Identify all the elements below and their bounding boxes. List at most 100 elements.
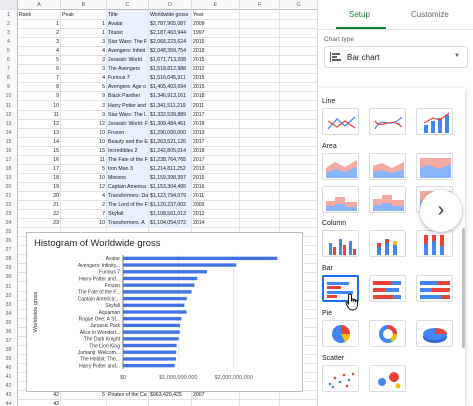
cell-d[interactable]: $2,048,359,754 <box>149 46 192 57</box>
cell-f[interactable] <box>240 390 280 401</box>
row-number[interactable]: 39 <box>0 353 18 364</box>
bar-chart-option-selected[interactable] <box>322 275 359 302</box>
cell-c[interactable]: The Avengers <box>107 64 149 75</box>
cell-f[interactable] <box>240 172 280 183</box>
cell-c[interactable]: Frozen <box>107 127 149 138</box>
cell-b[interactable]: 1 <box>61 19 107 30</box>
cell-f[interactable] <box>240 218 280 229</box>
bubble-chart-option[interactable] <box>369 365 406 392</box>
cell-f[interactable] <box>240 145 280 156</box>
cell-b[interactable]: 5 <box>61 82 107 93</box>
full-stacked-column-chart-option[interactable] <box>416 230 453 257</box>
cell-c[interactable]: Jurassic World <box>107 55 149 66</box>
row-number[interactable]: 2 <box>0 19 18 30</box>
cell-e[interactable]: 2018 <box>192 118 240 129</box>
cell-f[interactable] <box>240 109 280 120</box>
column-header-b[interactable]: B <box>61 0 107 10</box>
cell-c[interactable]: Pirates of the Ca <box>107 390 149 401</box>
cell-e[interactable]: 2012 <box>192 209 240 220</box>
cell-d[interactable]: $1,516,045,911 <box>149 73 192 84</box>
cell-f[interactable] <box>240 399 280 406</box>
cell-b[interactable]: 3 <box>61 37 107 48</box>
cell-c[interactable]: Incredibles 2 <box>107 145 149 156</box>
cell-f[interactable] <box>240 181 280 192</box>
cell-f[interactable] <box>240 82 280 93</box>
cell-a[interactable]: 19 <box>18 181 61 192</box>
cell-c[interactable]: Transformers: Da <box>107 191 149 201</box>
combo-chart-option[interactable] <box>416 108 453 135</box>
cell-a[interactable]: 2 <box>18 28 61 39</box>
row-number[interactable]: 41 <box>0 372 18 382</box>
cell-a[interactable]: 20 <box>18 191 61 201</box>
cell-b[interactable]: 10 <box>61 136 107 147</box>
cell-d[interactable]: $1,120,237,002 <box>149 200 192 211</box>
row-number[interactable]: 33 <box>0 299 18 310</box>
cell-c[interactable]: The Fate of the F <box>107 154 149 165</box>
stacked-stepped-area-chart-option[interactable] <box>369 186 406 213</box>
cell-d[interactable]: $1,346,913,161 <box>149 91 192 102</box>
row-number[interactable]: 43 <box>0 390 18 401</box>
cell-e[interactable]: 2015 <box>192 73 240 84</box>
cell-e[interactable]: 2015 <box>192 37 240 48</box>
full-stacked-bar-chart-option[interactable] <box>416 275 453 302</box>
cell-d[interactable]: $1,214,811,252 <box>149 163 192 174</box>
row-number[interactable]: 36 <box>0 326 18 337</box>
row-number[interactable]: 38 <box>0 344 18 355</box>
cell-d[interactable]: $1,518,812,988 <box>149 64 192 75</box>
cell-c[interactable]: Iron Man 3 <box>107 163 149 174</box>
histogram-chart[interactable]: Histogram of Worldwide gross $0 $1,000,00… <box>26 232 303 392</box>
stacked-column-chart-option[interactable] <box>369 230 406 257</box>
cell-b[interactable]: 7 <box>61 209 107 220</box>
cell-b[interactable]: 9 <box>61 91 107 102</box>
cell-b[interactable]: 3 <box>61 55 107 66</box>
full-stacked-area-chart-option[interactable] <box>416 153 453 180</box>
cell-e[interactable]: 2015 <box>192 82 240 93</box>
row-number[interactable]: 7 <box>0 64 18 75</box>
cell-a[interactable]: 10 <box>18 100 61 111</box>
cell-d[interactable]: $1,123,794,079 <box>149 191 192 201</box>
cell-e[interactable]: 1997 <box>192 28 240 39</box>
cell-f[interactable] <box>240 200 280 211</box>
row-number[interactable]: 3 <box>0 28 18 39</box>
cell-f[interactable] <box>240 37 280 48</box>
row-number[interactable]: 42 <box>0 381 18 392</box>
cell-e[interactable]: 2018 <box>192 145 240 156</box>
cell-f[interactable] <box>240 91 280 102</box>
cell-e[interactable]: 2007 <box>192 390 240 401</box>
cell-e[interactable]: 2009 <box>192 19 240 30</box>
chart-type-menu[interactable]: Line Area <box>318 88 465 406</box>
cell-b[interactable]: 4 <box>61 46 107 57</box>
cell-f[interactable] <box>240 73 280 84</box>
row-number[interactable]: 27 <box>0 245 18 256</box>
cell-e[interactable]: 2003 <box>192 200 240 211</box>
line-chart-option[interactable] <box>322 108 359 135</box>
scatter-chart-option[interactable] <box>322 365 359 392</box>
row-number[interactable]: 25 <box>0 227 18 238</box>
stepped-area-chart-option[interactable] <box>322 186 359 213</box>
cell-d[interactable]: $1,671,713,208 <box>149 55 192 66</box>
cell-e[interactable]: 2018 <box>192 46 240 57</box>
row-number[interactable]: 12 <box>0 109 18 120</box>
row-number[interactable]: 24 <box>0 218 18 229</box>
cell-a[interactable]: 21 <box>18 200 61 211</box>
row-number[interactable]: 13 <box>0 118 18 129</box>
stacked-area-chart-option[interactable] <box>369 153 406 180</box>
next-page-button[interactable]: › <box>420 190 462 232</box>
cell-e[interactable]: 2013 <box>192 127 240 138</box>
cell-f[interactable] <box>240 64 280 75</box>
cell-a[interactable]: 9 <box>18 91 61 102</box>
select-all-corner[interactable] <box>0 0 18 10</box>
donut-chart-option[interactable] <box>369 320 406 347</box>
row-number[interactable]: 22 <box>0 200 18 211</box>
cell-d[interactable]: $1,104,054,072 <box>149 218 192 229</box>
cell-a[interactable]: 8 <box>18 82 61 93</box>
cell-f[interactable] <box>240 55 280 66</box>
cell-b[interactable]: 15 <box>61 145 107 156</box>
cell-b[interactable]: 10 <box>61 172 107 183</box>
cell-a[interactable]: 3 <box>18 37 61 48</box>
cell-a[interactable]: Rank <box>18 10 61 20</box>
cell-f[interactable] <box>240 118 280 129</box>
cell-e[interactable]: Year <box>192 10 240 20</box>
cell-c[interactable]: Title <box>107 10 149 20</box>
cell-a[interactable]: 7 <box>18 73 61 84</box>
